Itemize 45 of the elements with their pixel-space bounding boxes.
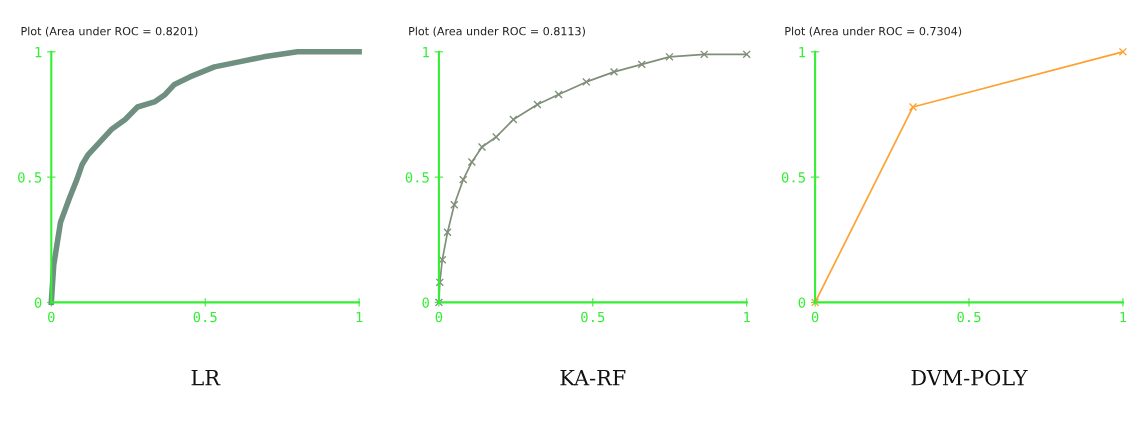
y-tick-label: 0.5 <box>781 172 805 183</box>
point <box>443 228 452 237</box>
y-tick-label: 0 <box>798 297 806 308</box>
point <box>509 115 518 124</box>
point <box>665 52 674 62</box>
x-axis-title: LR <box>191 370 221 386</box>
y-tick-label: 0.5 <box>18 172 42 183</box>
x-tick-label: 1 <box>1120 311 1127 323</box>
x-axis-title: DVM-POLY <box>911 369 1028 386</box>
x-tick-label: 0.5 <box>957 311 981 323</box>
x-tick-label: 0 <box>435 311 443 323</box>
point <box>637 60 646 69</box>
point <box>435 278 444 287</box>
point <box>467 157 477 167</box>
point <box>459 175 468 184</box>
point <box>438 255 447 264</box>
y-tick-label: 1 <box>423 47 429 58</box>
chart-title: Plot (Area under ROC = 0.8201) <box>21 26 198 37</box>
point <box>450 200 459 209</box>
y-tick-label: 0.5 <box>405 172 429 183</box>
x-tick-label: 1 <box>356 311 363 323</box>
point <box>609 67 619 77</box>
x-tick-label: 0.5 <box>581 311 605 323</box>
x-tick-label: 0 <box>48 311 55 323</box>
y-tick-label: 0 <box>34 297 42 308</box>
x-tick-label: 0 <box>811 311 819 323</box>
point <box>810 298 820 307</box>
point <box>491 132 501 142</box>
point <box>477 142 487 152</box>
chart-title: Plot (Area under ROC = 0.8113) <box>409 26 585 37</box>
point <box>742 50 751 59</box>
x-axis-title: KA-RF <box>560 370 626 386</box>
point <box>554 90 563 99</box>
y-tick-label: 1 <box>35 47 42 58</box>
point <box>533 100 542 109</box>
point <box>434 298 444 307</box>
y-tick-label: 1 <box>799 47 806 58</box>
x-tick-label: 0.5 <box>193 311 217 323</box>
x-tick-label: 1 <box>744 311 750 323</box>
point <box>700 50 709 59</box>
chart-title: Plot (Area under ROC = 0.7304) <box>785 26 962 37</box>
y-tick-label: 0 <box>422 297 429 308</box>
point <box>908 102 918 112</box>
point <box>1118 47 1128 57</box>
point <box>582 77 591 87</box>
